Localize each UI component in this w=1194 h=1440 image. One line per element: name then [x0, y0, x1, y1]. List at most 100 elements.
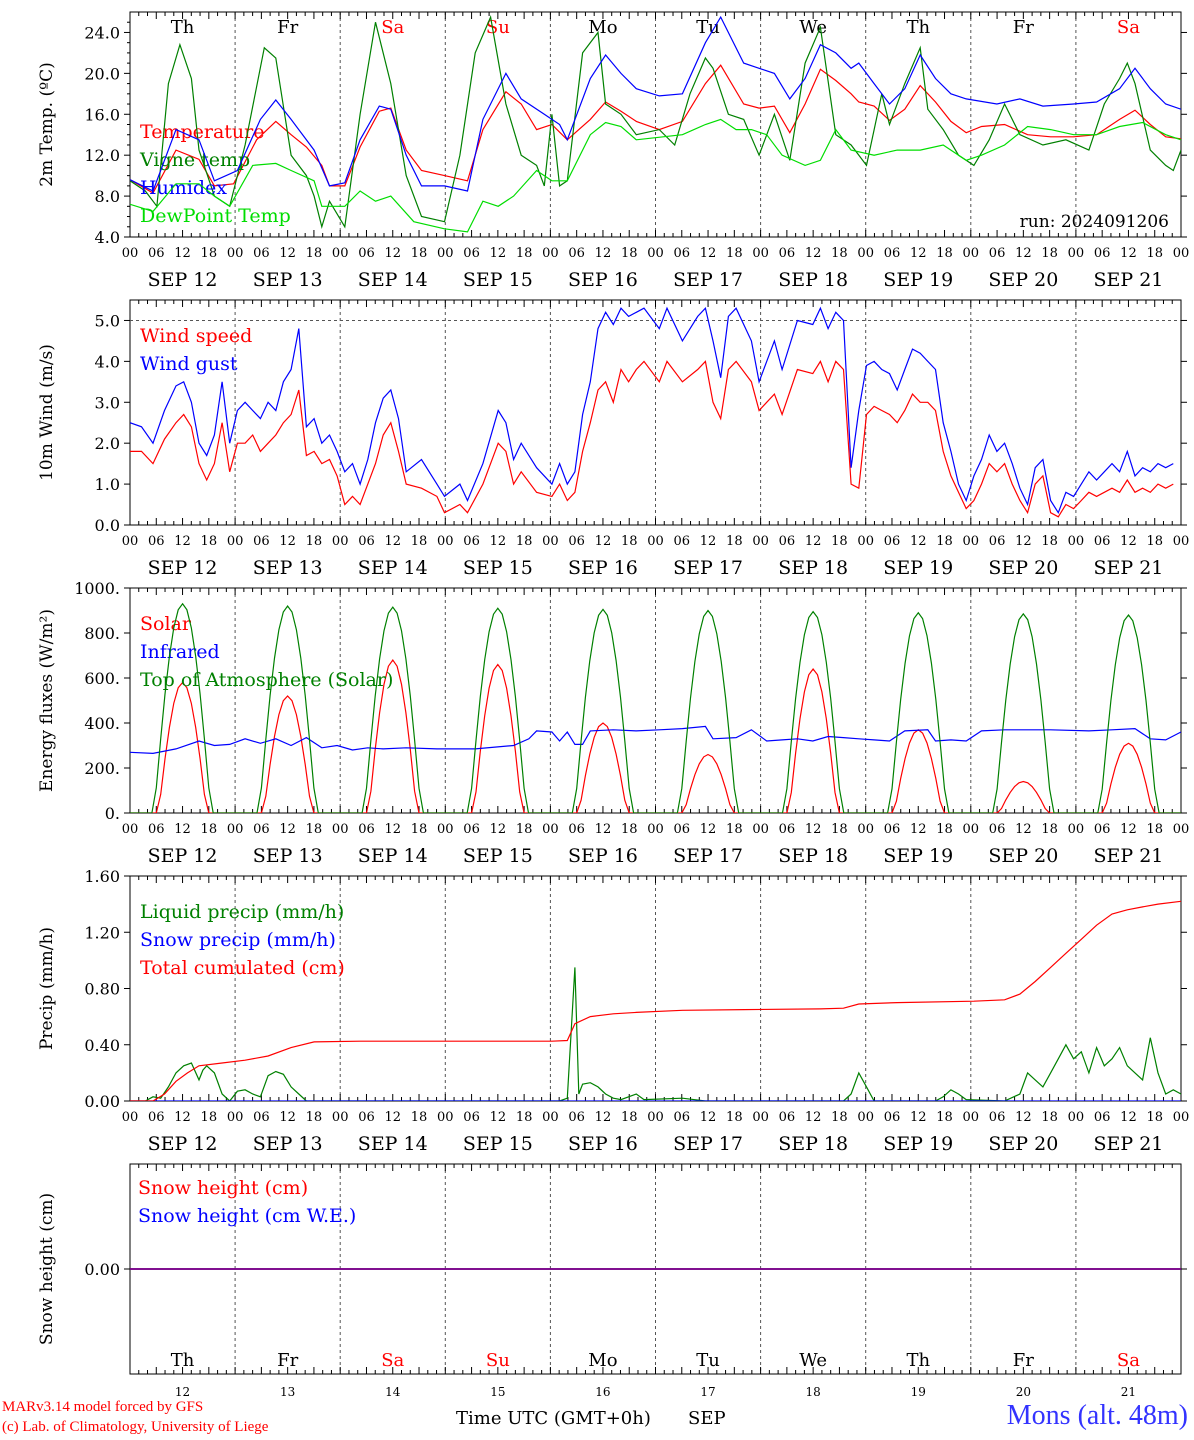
hour-tick-label: 00	[227, 822, 244, 837]
hour-tick-label: 00	[963, 1110, 980, 1125]
weekday-label: Fr	[277, 17, 298, 38]
weekday-label: Th	[906, 17, 930, 38]
date-label: SEP 21	[1094, 269, 1164, 291]
hour-tick-label: 00	[227, 1110, 244, 1125]
weekday-label: Fr	[1013, 1350, 1034, 1371]
hour-tick-label: 00	[1068, 1110, 1085, 1125]
y-tick-label: 0.40	[84, 1036, 120, 1055]
hour-tick-label: 12	[1120, 246, 1137, 261]
panel-energy: 0. 200. 400. 600. 800. 1000. Energy fluxes (W/…	[37, 579, 1189, 867]
y-tick-label: 8.0	[95, 187, 120, 206]
date-label: SEP 16	[568, 557, 638, 579]
hour-tick-label: 06	[463, 822, 480, 837]
hour-tick-label: 18	[831, 1110, 848, 1125]
hour-tick-label: 06	[148, 534, 165, 549]
date-label: SEP 19	[883, 269, 953, 291]
hour-tick-label: 00	[1068, 822, 1085, 837]
date-label: SEP 16	[568, 1133, 638, 1155]
hour-tick-label: 12	[490, 822, 507, 837]
hour-tick-label: 12	[1015, 534, 1032, 549]
day-number-label: 19	[911, 1385, 926, 1399]
weekday-label: Tu	[696, 17, 720, 38]
hour-tick-label: 12	[174, 822, 191, 837]
hour-tick-label: 00	[1173, 1110, 1190, 1125]
hour-tick-label: 06	[253, 246, 270, 261]
day-number-label: 18	[806, 1385, 821, 1399]
hour-tick-label: 12	[595, 822, 612, 837]
legend-entry: Wind gust	[140, 353, 238, 375]
hour-tick-label: 06	[779, 1110, 796, 1125]
hour-tick-label: 06	[253, 1110, 270, 1125]
hour-tick-label: 06	[463, 246, 480, 261]
date-label: SEP 20	[988, 557, 1058, 579]
hour-tick-label: 00	[122, 1110, 139, 1125]
hour-tick-label: 12	[384, 822, 401, 837]
hour-tick-label: 18	[516, 246, 533, 261]
hour-tick-label: 06	[568, 822, 585, 837]
day-number-label: 13	[280, 1385, 295, 1399]
date-label: SEP 15	[463, 269, 533, 291]
date-label: SEP 17	[673, 269, 743, 291]
hour-tick-label: 06	[1094, 1110, 1111, 1125]
hour-tick-label: 12	[805, 534, 822, 549]
hour-tick-label: 00	[1173, 822, 1190, 837]
date-label: SEP 13	[253, 557, 323, 579]
y-tick-label: 1000.	[74, 579, 120, 598]
legend-entry: Liquid precip (mm/h)	[140, 901, 344, 923]
hour-tick-label: 12	[595, 1110, 612, 1125]
hour-tick-label: 06	[779, 822, 796, 837]
hour-tick-label: 12	[279, 822, 296, 837]
hour-tick-label: 18	[936, 1110, 953, 1125]
hour-tick-label: 06	[568, 246, 585, 261]
hour-tick-label: 12	[805, 1110, 822, 1125]
hour-tick-label: 00	[1173, 534, 1190, 549]
legend-entry: Infrared	[140, 641, 220, 663]
hour-tick-label: 06	[568, 534, 585, 549]
panel-precip: 0.00 0.40 0.80 1.20 1.60 Precip (mm/h) 00 06 12 1…	[37, 867, 1189, 1155]
y-axis-label: Precip (mm/h)	[37, 927, 57, 1050]
date-label: SEP 20	[988, 269, 1058, 291]
hour-tick-label: 00	[122, 246, 139, 261]
hour-tick-label: 00	[332, 1110, 349, 1125]
credit-model: MARv3.14 model forced by GFS	[2, 1399, 204, 1415]
weekday-label: Sa	[381, 17, 404, 38]
hour-tick-label: 18	[936, 822, 953, 837]
hour-tick-label: 12	[384, 1110, 401, 1125]
hour-tick-label: 06	[674, 822, 691, 837]
hour-tick-label: 00	[437, 534, 454, 549]
hour-tick-label: 18	[201, 1110, 218, 1125]
weekday-label: We	[799, 17, 827, 38]
series-line	[130, 306, 1174, 515]
hour-tick-label: 00	[963, 534, 980, 549]
series-line	[130, 15, 1181, 230]
y-tick-label: 2.0	[95, 434, 120, 453]
legend-entry: Humidex	[140, 177, 227, 199]
weekday-label: Fr	[1013, 17, 1034, 38]
date-label: SEP 19	[883, 1133, 953, 1155]
hour-tick-label: 00	[857, 246, 874, 261]
hour-tick-label: 18	[621, 822, 638, 837]
series-line	[130, 658, 1181, 813]
y-axis-label: 10m Wind (m/s)	[37, 344, 57, 481]
hour-tick-label: 12	[1120, 534, 1137, 549]
hour-tick-label: 12	[805, 246, 822, 261]
hour-tick-label: 18	[1146, 822, 1163, 837]
hour-tick-label: 18	[411, 246, 428, 261]
date-label: SEP 12	[148, 1133, 218, 1155]
weekday-label: Fr	[277, 1350, 298, 1371]
hour-tick-label: 12	[595, 246, 612, 261]
date-label: SEP 13	[253, 1133, 323, 1155]
date-label: SEP 17	[673, 845, 743, 867]
hour-tick-label: 18	[411, 822, 428, 837]
hour-tick-label: 06	[1094, 822, 1111, 837]
date-label: SEP 18	[778, 269, 848, 291]
hour-tick-label: 18	[1041, 534, 1058, 549]
hour-tick-label: 12	[490, 1110, 507, 1125]
hour-tick-label: 00	[647, 822, 664, 837]
hour-tick-label: 00	[227, 246, 244, 261]
hour-tick-label: 06	[674, 534, 691, 549]
hour-tick-label: 00	[332, 246, 349, 261]
hour-tick-label: 18	[516, 822, 533, 837]
hour-tick-label: 06	[358, 1110, 375, 1125]
hour-tick-label: 18	[726, 534, 743, 549]
